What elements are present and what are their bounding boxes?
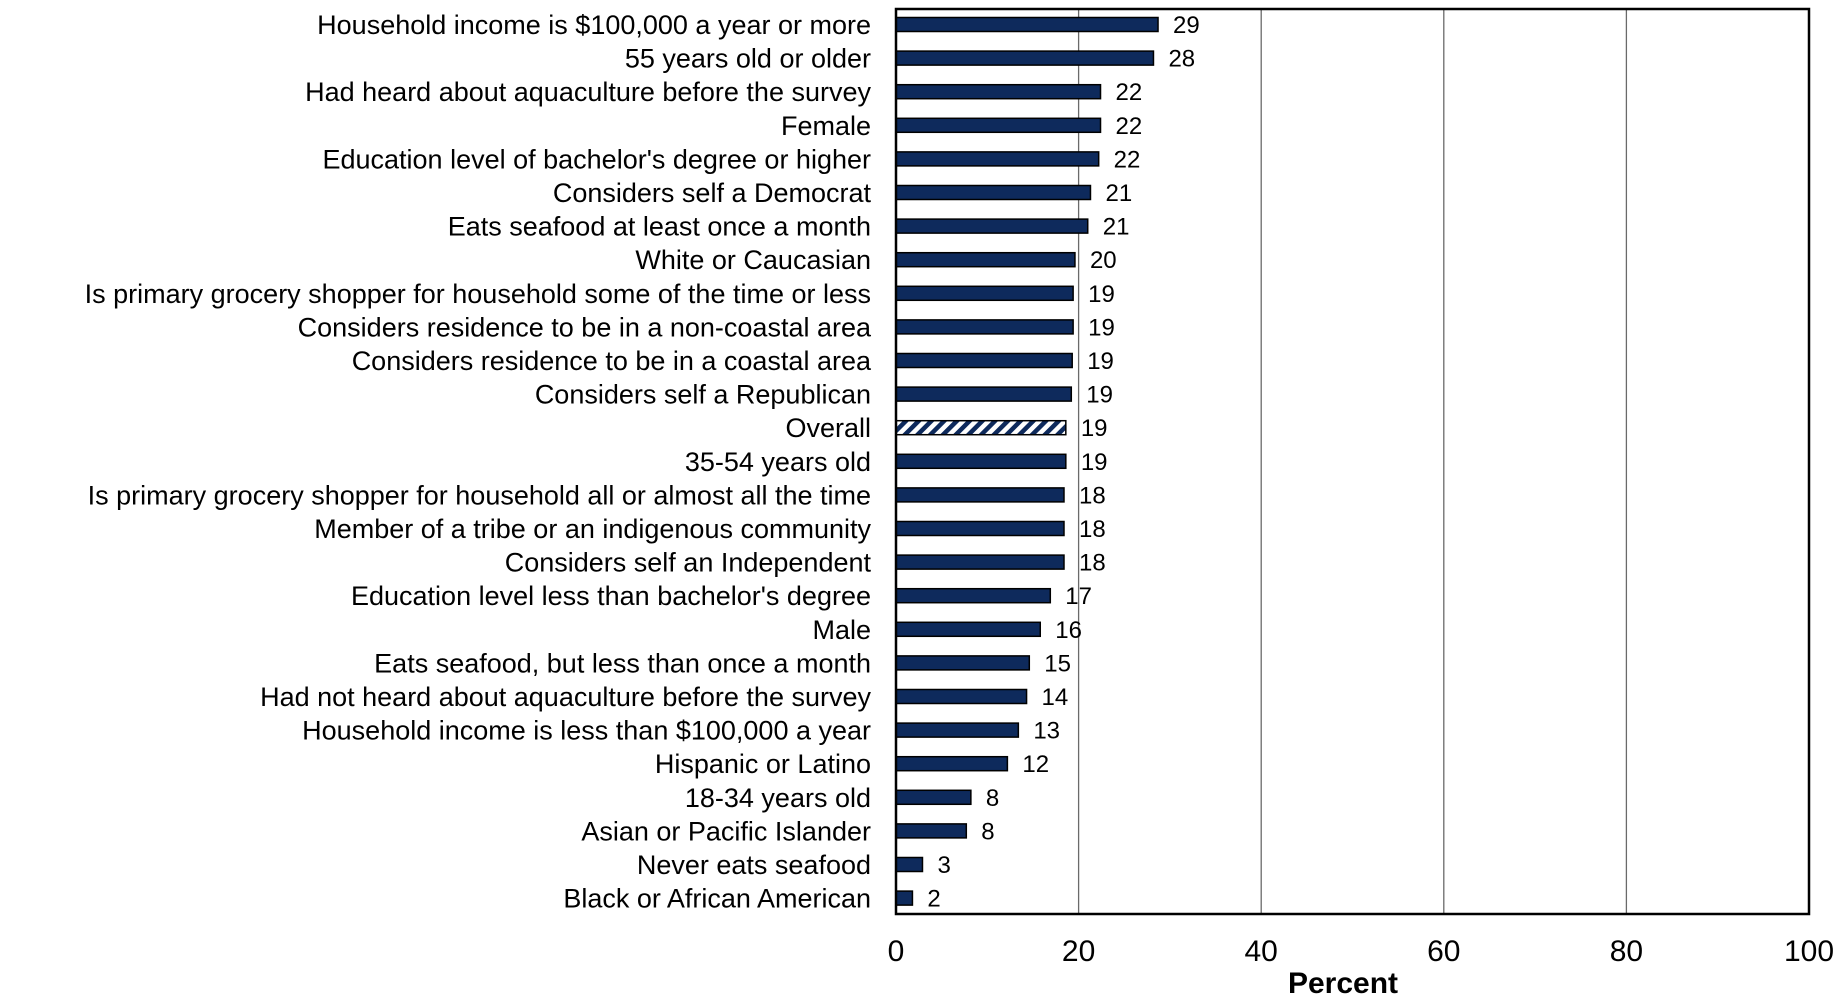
value-label: 28 <box>1168 46 1195 73</box>
bar <box>895 352 1073 369</box>
category-label: Household income is less than $100,000 a… <box>302 716 871 746</box>
value-label: 21 <box>1103 214 1130 241</box>
bar <box>895 856 924 873</box>
category-label: Education level of bachelor's degree or … <box>322 144 871 174</box>
value-label: 12 <box>1022 751 1049 778</box>
category-label: Considers self a Democrat <box>553 178 872 208</box>
category-label: 35-54 years old <box>685 447 871 477</box>
bar <box>895 50 1155 66</box>
bar <box>895 823 968 839</box>
x-tick-label: 60 <box>1427 935 1460 968</box>
bars <box>895 16 1159 906</box>
category-labels: Household income is $100,000 a year or m… <box>85 10 872 914</box>
bar <box>895 453 1067 470</box>
bar <box>895 520 1065 537</box>
x-tick-label: 40 <box>1245 935 1278 968</box>
value-label: 22 <box>1116 113 1143 140</box>
bar <box>895 587 1052 604</box>
x-tick-label: 80 <box>1610 935 1643 968</box>
value-label: 19 <box>1081 449 1108 476</box>
value-label: 8 <box>986 785 999 812</box>
value-label: 14 <box>1042 684 1069 711</box>
category-label: Asian or Pacific Islander <box>581 816 871 846</box>
value-label: 2 <box>927 886 940 913</box>
value-label: 29 <box>1173 12 1200 39</box>
category-label: Overall <box>785 413 871 443</box>
value-label: 15 <box>1044 650 1071 677</box>
bar <box>895 251 1076 268</box>
x-tick-label: 100 <box>1784 935 1834 968</box>
x-axis-ticks: 0 20 40 60 80 100 <box>888 935 1834 968</box>
category-label: Household income is $100,000 a year or m… <box>317 10 871 40</box>
x-tick-label: 0 <box>888 935 905 968</box>
bar <box>895 83 1102 100</box>
value-label: 22 <box>1114 146 1141 173</box>
bar <box>895 386 1073 402</box>
value-label: 19 <box>1088 314 1115 341</box>
value-label: 8 <box>981 818 994 845</box>
category-label: Eats seafood, but less than once a month <box>374 648 871 678</box>
category-label: Member of a tribe or an indigenous commu… <box>314 514 871 544</box>
x-axis-title: Percent <box>1288 967 1398 1000</box>
bar <box>895 319 1074 335</box>
value-label: 19 <box>1087 348 1114 375</box>
bar <box>895 285 1074 302</box>
bar <box>895 184 1092 201</box>
category-label: Had not heard about aquaculture before t… <box>260 682 871 712</box>
category-label: 55 years old or older <box>625 44 871 74</box>
category-label: Never eats seafood <box>637 850 871 880</box>
value-label: 18 <box>1079 482 1106 509</box>
category-label: Is primary grocery shopper for household… <box>88 480 871 510</box>
bar <box>895 151 1100 167</box>
value-labels: 2928222222212120191919191919181818171615… <box>927 12 1199 913</box>
value-label: 18 <box>1079 550 1106 577</box>
category-label: Is primary grocery shopper for household… <box>85 279 871 309</box>
bar <box>895 16 1159 33</box>
bar <box>895 655 1031 671</box>
category-label: Eats seafood at least once a month <box>448 212 871 242</box>
category-label: Considers residence to be in a coastal a… <box>352 346 872 376</box>
category-label: Black or African American <box>563 884 871 914</box>
category-label: 18-34 years old <box>685 783 871 813</box>
value-label: 18 <box>1079 516 1106 543</box>
category-label: Education level less than bachelor's deg… <box>351 581 871 611</box>
value-label: 22 <box>1116 79 1143 106</box>
value-label: 17 <box>1065 583 1092 610</box>
value-label: 21 <box>1105 180 1132 207</box>
value-label: 19 <box>1081 415 1108 442</box>
category-label: Considers residence to be in a non-coast… <box>298 312 872 342</box>
category-label: Considers self a Republican <box>535 380 871 410</box>
bar <box>895 621 1042 638</box>
bar <box>895 789 972 806</box>
x-tick-label: 20 <box>1062 935 1095 968</box>
bar <box>895 554 1065 570</box>
category-label: Hispanic or Latino <box>655 749 871 779</box>
value-label: 20 <box>1090 247 1117 274</box>
category-label: Male <box>812 615 871 645</box>
category-label: Had heard about aquaculture before the s… <box>305 77 871 107</box>
value-label: 19 <box>1086 382 1113 409</box>
bar <box>895 218 1089 234</box>
bar <box>895 755 1009 772</box>
value-label: 16 <box>1055 617 1082 644</box>
bar-overall <box>895 419 1067 436</box>
category-label: Considers self an Independent <box>505 548 872 578</box>
category-label: Female <box>781 111 871 141</box>
value-label: 3 <box>937 852 950 879</box>
value-label: 13 <box>1033 718 1060 745</box>
bar <box>895 117 1102 134</box>
category-label: White or Caucasian <box>635 245 871 275</box>
plot-frame <box>894 7 1811 916</box>
gridlines <box>1077 9 1628 914</box>
bar <box>895 890 914 906</box>
bar <box>895 688 1028 705</box>
bar <box>895 487 1065 503</box>
value-label: 19 <box>1088 281 1115 308</box>
bar <box>895 722 1020 738</box>
